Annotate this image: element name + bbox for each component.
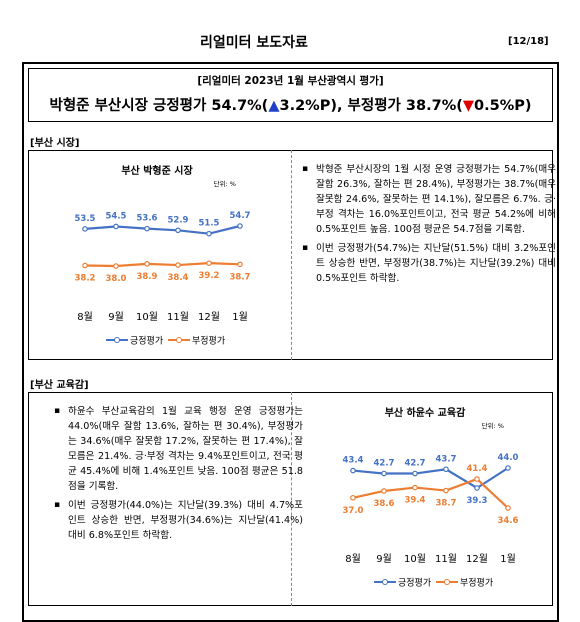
value-label: 38.7 [436, 499, 457, 509]
x-tick-label: 10월 [404, 553, 426, 565]
value-label: 38.2 [75, 274, 96, 284]
x-tick-label: 12월 [466, 553, 488, 565]
bullet: 이번 긍정평가(44.0%)는 지난달(39.3%) 대비 4.7%포인트 상승… [54, 498, 303, 543]
bullet-list: 하윤수 부산교육감의 1월 교육 행정 운영 긍정평가는 44.0%(매우 잘함… [50, 404, 303, 547]
point [175, 227, 181, 234]
value-label: 42.7 [405, 459, 426, 469]
point [505, 505, 511, 511]
x-tick-label: 8월 [77, 311, 93, 323]
point [113, 263, 119, 269]
section-box [28, 392, 553, 606]
point [350, 467, 356, 474]
point [474, 476, 480, 482]
value-label: 44.0 [498, 453, 519, 463]
x-tick-label: 12월 [198, 311, 220, 323]
divider [291, 150, 292, 360]
point [82, 226, 88, 232]
bullet-list: 박형준 부산시장의 1월 시정 운영 긍정평가는 54.7%(매우 잘함 26.… [298, 162, 556, 290]
point [175, 262, 181, 268]
legend-marker [176, 337, 182, 343]
page-number: [12/18] [508, 36, 549, 47]
section-label: [부산 시장] [30, 138, 80, 149]
point [237, 261, 243, 268]
value-label: 37.0 [343, 506, 364, 516]
series-line [84, 262, 241, 268]
value-label: 34.6 [498, 516, 519, 526]
doc-title: 리얼미터 보도자료 [200, 35, 308, 51]
series-line [84, 224, 241, 235]
value-label: 38.0 [106, 274, 127, 284]
bullet: 하윤수 부산교육감의 1월 교육 행정 운영 긍정평가는 44.0%(매우 잘함… [54, 404, 303, 494]
value-label: 43.4 [343, 456, 364, 466]
section-label: [부산 교육감] [30, 380, 89, 391]
point [82, 262, 88, 269]
legend-marker [382, 579, 388, 585]
point [412, 484, 418, 491]
value-label: 43.7 [436, 454, 457, 464]
value-label: 39.3 [467, 496, 488, 506]
point [443, 466, 449, 473]
value-label: 53.6 [137, 214, 158, 224]
value-label: 52.9 [168, 215, 189, 225]
value-label: 53.5 [75, 214, 96, 224]
value-label: 39.2 [199, 271, 220, 281]
chart-title: 부산 하윤수 교육감 [385, 406, 466, 419]
x-tick-label: 11월 [435, 553, 457, 565]
value-label: 42.7 [374, 459, 395, 469]
x-tick-label: 11월 [167, 311, 189, 323]
point [412, 470, 418, 477]
x-tick-label: 1월 [500, 553, 516, 565]
unit-label: 단위: % [482, 421, 504, 430]
value-label: 38.6 [374, 499, 395, 509]
x-tick-label: 1월 [232, 311, 248, 323]
point [206, 230, 212, 237]
point [144, 261, 150, 267]
chart-title: 부산 박형준 시장 [121, 164, 193, 177]
legend-marker [444, 579, 450, 585]
legend-marker [114, 337, 120, 343]
value-label: 41.4 [467, 464, 488, 474]
x-tick-label: 8월 [345, 553, 361, 565]
value-label: 38.4 [168, 273, 189, 283]
legend-label: 부정평가 [460, 578, 493, 589]
series-line [352, 477, 509, 509]
bullet: 박형준 부산시장의 1월 시정 운영 긍정평가는 54.7%(매우 잘함 26.… [302, 162, 556, 237]
x-tick-label: 10월 [136, 311, 158, 323]
point [381, 470, 387, 477]
legend-label: 긍정평가 [130, 336, 163, 347]
point [350, 494, 356, 501]
legend-label: 긍정평가 [398, 578, 431, 589]
headline-title: [리얼미터 2023년 1월 부산광역시 평가] [197, 75, 384, 87]
point [381, 488, 387, 494]
point [206, 260, 212, 266]
headline-text: 박형준 부산시장 긍정평가 54.7%( [49, 98, 269, 114]
point [474, 485, 480, 491]
headline-box [28, 68, 553, 122]
value-label: 39.4 [405, 496, 426, 506]
down-arrow: ▼ [462, 98, 475, 114]
up-arrow: ▲ [268, 98, 280, 114]
point [443, 487, 449, 494]
point [144, 225, 150, 232]
value-label: 51.5 [199, 219, 220, 229]
point [505, 465, 511, 471]
value-label: 38.9 [137, 272, 158, 282]
point [113, 223, 119, 230]
bullet: 이번 긍정평가(54.7%)는 지난달(51.5%) 대비 3.2%포인트 상승… [302, 241, 556, 286]
x-tick-label: 9월 [376, 553, 392, 565]
x-tick-label: 9월 [108, 311, 124, 323]
value-label: 54.5 [106, 211, 127, 221]
headline: 박형준 부산시장 긍정평가 54.7%(▲3.2%P), 부정평가 38.7%(… [28, 94, 553, 115]
unit-label: 단위: % [214, 179, 236, 188]
headline-text: 3.2%P), 부정평가 38.7%( [279, 98, 463, 114]
legend-label: 부정평가 [192, 336, 225, 347]
point [237, 223, 243, 229]
value-label: 54.7 [230, 211, 251, 221]
value-label: 38.7 [230, 272, 251, 282]
headline-text: 0.5%P) [474, 98, 532, 114]
